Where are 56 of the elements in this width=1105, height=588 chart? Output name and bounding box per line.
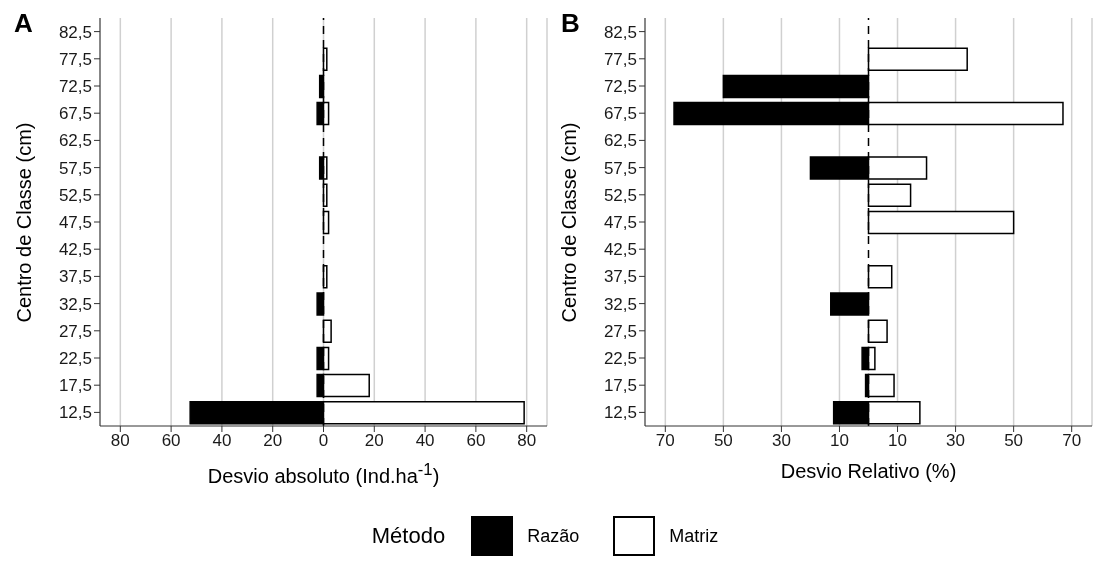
y-tick-label: 47,5: [58, 213, 92, 233]
y-tick-label: 37,5: [58, 267, 92, 287]
y-tick-label: 17,5: [58, 376, 92, 396]
y-tick-label: 27,5: [58, 321, 92, 341]
x-tick-label: 60: [466, 431, 486, 451]
y-tick-label: 82,5: [603, 22, 637, 42]
x-tick-label: 30: [946, 431, 966, 451]
x-tick-label: 60: [161, 431, 181, 451]
y-tick-label: 22,5: [58, 349, 92, 369]
y-tick-label: 52,5: [603, 185, 637, 205]
x-axis-title: Desvio absoluto (Ind.ha$^{-1}$): [206, 460, 441, 488]
y-tick-label: 57,5: [58, 158, 92, 178]
y-tick-label: 22,5: [603, 349, 637, 369]
x-tick-label: 70: [1062, 431, 1082, 451]
x-tick-label: 80: [517, 431, 537, 451]
chart-title: B: [561, 8, 580, 39]
y-tick-label: 62,5: [58, 131, 92, 151]
y-tick-label: 17,5: [603, 376, 637, 396]
legend-title: Método: [371, 523, 446, 549]
y-tick-label: 32,5: [58, 294, 92, 314]
x-tick-label: 0: [318, 431, 329, 451]
legend-label: Matriz: [669, 525, 719, 547]
x-tick-label: 50: [713, 431, 733, 451]
x-tick-label: 40: [212, 431, 232, 451]
y-tick-label: 57,5: [603, 158, 637, 178]
x-tick-label: 40: [415, 431, 435, 451]
y-tick-label: 67,5: [603, 104, 637, 124]
y-tick-label: 77,5: [603, 49, 637, 69]
x-tick-label: 30: [771, 431, 791, 451]
y-tick-label: 62,5: [603, 131, 637, 151]
y-tick-label: 32,5: [603, 294, 637, 314]
x-tick-label: 50: [1004, 431, 1024, 451]
y-axis-title: Centro de Classe (cm): [12, 121, 36, 323]
x-tick-label: 80: [110, 431, 130, 451]
y-axis-title: Centro de Classe (cm): [557, 121, 581, 323]
y-tick-label: 12,5: [58, 403, 92, 423]
legend-label: Razão: [527, 525, 580, 547]
y-tick-label: 12,5: [603, 403, 637, 423]
x-tick-label: 70: [655, 431, 675, 451]
x-tick-label: 10: [830, 431, 849, 451]
y-tick-label: 52,5: [58, 185, 92, 205]
x-tick-label: 10: [888, 431, 907, 451]
y-tick-label: 77,5: [58, 49, 92, 69]
x-tick-label: 20: [263, 431, 283, 451]
x-tick-label: 20: [364, 431, 384, 451]
y-tick-label: 67,5: [58, 104, 92, 124]
y-tick-label: 47,5: [603, 213, 637, 233]
y-tick-label: 37,5: [603, 267, 637, 287]
y-tick-label: 82,5: [58, 22, 92, 42]
x-axis-title: Desvio Relativo (%): [779, 460, 958, 483]
y-tick-label: 72,5: [603, 77, 637, 97]
y-tick-label: 27,5: [603, 321, 637, 341]
y-tick-label: 42,5: [58, 240, 92, 260]
y-tick-label: 42,5: [603, 240, 637, 260]
chart-title: A: [14, 8, 33, 39]
y-tick-label: 72,5: [58, 77, 92, 97]
